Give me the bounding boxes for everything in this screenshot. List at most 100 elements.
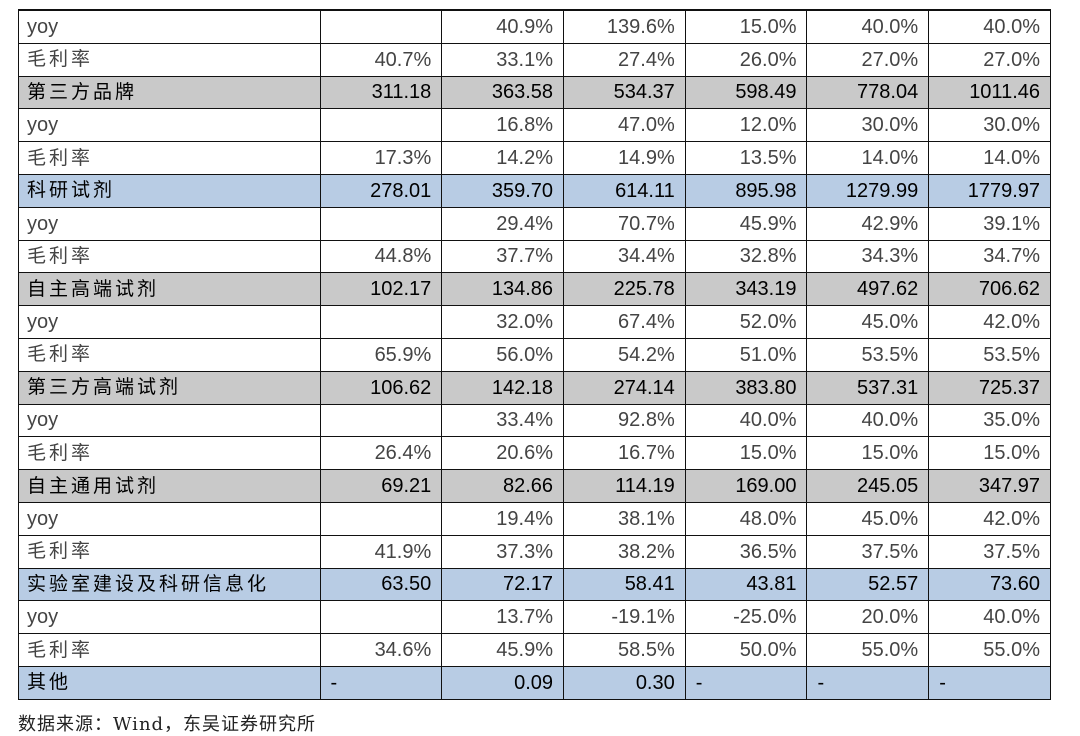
table-cell: 36.5% — [684, 534, 808, 569]
row-label: 毛利率 — [18, 239, 321, 274]
table-cell — [319, 501, 443, 536]
table-cell: 598.49 — [684, 75, 808, 110]
table-cell: 20.6% — [441, 436, 565, 471]
table-cell: 51.0% — [684, 337, 808, 372]
table-cell: 134.86 — [441, 272, 565, 307]
table-cell: 15.0% — [928, 436, 1051, 471]
table-cell: 34.3% — [806, 239, 930, 274]
table-cell: 0.30 — [563, 665, 686, 700]
table-cell: 33.4% — [441, 403, 565, 438]
table-cell: 37.7% — [441, 239, 565, 274]
row-label: 自主高端试剂 — [18, 272, 321, 307]
table-cell: 38.1% — [563, 501, 686, 536]
table-cell: 14.0% — [806, 141, 930, 175]
source-note: 数据来源：Wind，东吴证券研究所 — [18, 714, 317, 735]
table-cell: 70.7% — [563, 206, 686, 241]
row-label: yoy — [18, 600, 321, 635]
yoy-row: yoy 13.7% -19.1% -25.0% 20.0% 40.0% — [18, 600, 1051, 635]
top-rule — [18, 9, 1051, 11]
table-cell: 15.0% — [684, 436, 808, 471]
category-row: 第三方品牌 311.18 363.58 534.37 598.49 778.04 1011.… — [18, 75, 1051, 110]
table-cell: 1779.97 — [928, 173, 1051, 208]
table-cell: 139.6% — [563, 10, 686, 44]
table-cell: 1279.99 — [806, 173, 930, 208]
table-cell: 34.6% — [319, 633, 443, 667]
table-cell: 347.97 — [928, 469, 1051, 503]
table-cell: 40.0% — [806, 10, 930, 44]
table-cell: 32.0% — [441, 305, 565, 339]
table-cell — [319, 10, 443, 44]
table-cell: 44.8% — [319, 239, 443, 274]
row-label: 毛利率 — [18, 141, 321, 175]
table-cell: 14.0% — [928, 141, 1051, 175]
table-cell: 34.4% — [563, 239, 686, 274]
row-label: 第三方品牌 — [18, 75, 321, 110]
table-cell: 37.5% — [928, 534, 1051, 569]
table-cell: 52.57 — [806, 567, 930, 602]
table-cell: 40.7% — [319, 42, 443, 77]
table-cell: 35.0% — [928, 403, 1051, 438]
yoy-row: yoy 40.9% 139.6% 15.0% 40.0% 40.0% — [18, 10, 1051, 44]
row-label: 毛利率 — [18, 436, 321, 471]
table-cell: 169.00 — [684, 469, 808, 503]
table-cell: 53.5% — [928, 337, 1051, 372]
table-cell: 359.70 — [441, 173, 565, 208]
table-cell: 67.4% — [563, 305, 686, 339]
table-cell: 17.3% — [319, 141, 443, 175]
table-cell: 114.19 — [563, 469, 686, 503]
table-cell: 40.0% — [806, 403, 930, 438]
gross-margin-row: 毛利率 34.6% 45.9% 58.5% 50.0% 55.0% 55.0% — [18, 633, 1051, 667]
table-cell: - — [806, 665, 930, 700]
table-cell: 40.0% — [928, 10, 1051, 44]
row-label: 科研试剂 — [18, 173, 321, 208]
table-cell: 12.0% — [684, 108, 808, 143]
table-cell: 42.0% — [928, 501, 1051, 536]
gross-margin-row: 毛利率 26.4% 20.6% 16.7% 15.0% 15.0% 15.0% — [18, 436, 1051, 471]
table-cell: 45.0% — [806, 305, 930, 339]
table-cell: 43.81 — [684, 567, 808, 602]
financial-forecast-table-container: yoy 40.9% 139.6% 15.0% 40.0% 40.0% 毛利率 40.7% 33.… — [18, 10, 1051, 700]
table-cell: 614.11 — [563, 173, 686, 208]
table-cell: 778.04 — [806, 75, 930, 110]
table-cell: 26.0% — [684, 42, 808, 77]
table-cell: 52.0% — [684, 305, 808, 339]
table-cell: 13.7% — [441, 600, 565, 635]
table-cell: 14.2% — [441, 141, 565, 175]
table-cell — [319, 206, 443, 241]
table-cell — [319, 305, 443, 339]
table-cell: 29.4% — [441, 206, 565, 241]
category-row: 其他 -0.09 0.30- - - — [18, 665, 1051, 700]
table-cell: 38.2% — [563, 534, 686, 569]
table-cell: 19.4% — [441, 501, 565, 536]
row-label: yoy — [18, 501, 321, 536]
table-cell: 16.7% — [563, 436, 686, 471]
yoy-row: yoy 16.8% 47.0% 12.0% 30.0% 30.0% — [18, 108, 1051, 143]
table-cell: 725.37 — [928, 370, 1051, 405]
table-cell: 895.98 — [684, 173, 808, 208]
table-cell: 92.8% — [563, 403, 686, 438]
table-cell: 65.9% — [319, 337, 443, 372]
table-cell: 58.41 — [563, 567, 686, 602]
table-cell: 706.62 — [928, 272, 1051, 307]
gross-margin-row: 毛利率 44.8% 37.7% 34.4% 32.8% 34.3% 34.7% — [18, 239, 1051, 274]
category-row: 自主高端试剂 102.17 134.86 225.78 343.19 497.62 706.… — [18, 272, 1051, 307]
category-row: 实验室建设及科研信息化 63.50 72.17 58.41 43.81 52.57 73.6… — [18, 567, 1051, 602]
table-cell: 27.0% — [928, 42, 1051, 77]
table-cell: 225.78 — [563, 272, 686, 307]
row-label: 毛利率 — [18, 534, 321, 569]
table-cell: 45.9% — [441, 633, 565, 667]
table-cell: 55.0% — [928, 633, 1051, 667]
table-cell: 37.5% — [806, 534, 930, 569]
table-cell: 42.9% — [806, 206, 930, 241]
table-cell: 34.7% — [928, 239, 1051, 274]
table-cell: 50.0% — [684, 633, 808, 667]
category-row: 第三方高端试剂 106.62 142.18 274.14 383.80 537.31 725… — [18, 370, 1051, 405]
table-cell: 30.0% — [806, 108, 930, 143]
table-cell: 142.18 — [441, 370, 565, 405]
table-cell: - — [928, 665, 1051, 700]
row-label: 自主通用试剂 — [18, 469, 321, 503]
table-cell: 45.0% — [806, 501, 930, 536]
row-label: yoy — [18, 305, 321, 339]
yoy-row: yoy 33.4% 92.8% 40.0% 40.0% 35.0% — [18, 403, 1051, 438]
table-cell: 274.14 — [563, 370, 686, 405]
